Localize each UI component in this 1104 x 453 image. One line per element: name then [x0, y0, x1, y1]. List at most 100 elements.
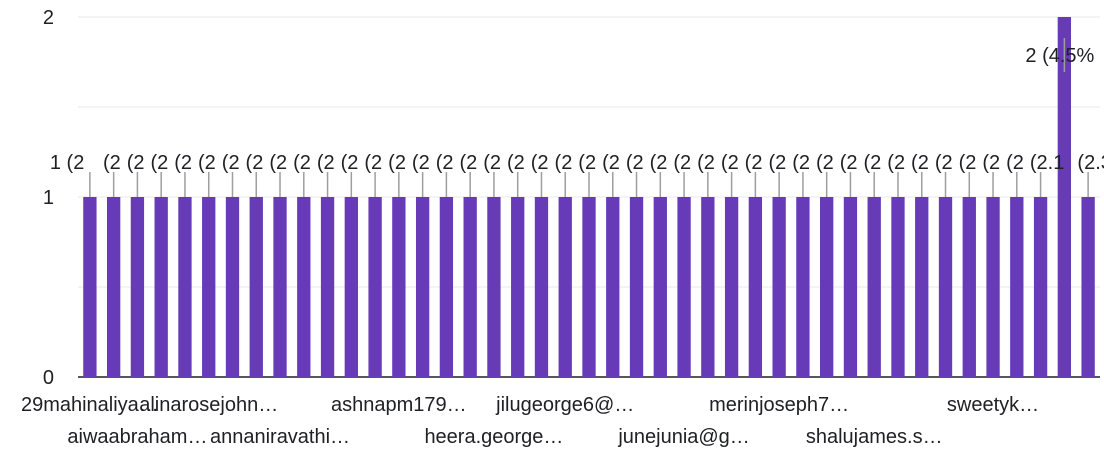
- data-label: (2: [578, 152, 596, 174]
- data-label: (2: [127, 152, 145, 174]
- data-label: (2: [864, 152, 882, 174]
- data-label: (2: [531, 152, 549, 174]
- bar: [653, 197, 667, 377]
- data-label: (2: [602, 152, 620, 174]
- x-tick-label: merinjoseph7…: [709, 394, 849, 416]
- bar: [273, 197, 287, 377]
- bar: [772, 197, 786, 377]
- bar: [938, 197, 953, 377]
- data-label: 2 (4.5%: [1025, 45, 1094, 67]
- data-label: (2: [412, 152, 430, 174]
- bar: [986, 197, 1000, 377]
- data-label: (2.1: [1030, 152, 1064, 174]
- bar: [297, 197, 311, 377]
- data-label: (2: [555, 152, 573, 174]
- bar: [106, 197, 121, 377]
- y-axis: 0 1 2: [43, 7, 54, 389]
- x-tick-label: shalujames.s…: [806, 426, 943, 448]
- bar: [724, 197, 739, 377]
- bar: [368, 197, 382, 377]
- bar: [915, 197, 929, 377]
- data-label: (2: [103, 152, 121, 174]
- y-tick-label: 0: [43, 367, 54, 389]
- x-tick-label: alinarosejohn…: [139, 394, 278, 416]
- data-label: (2: [626, 152, 644, 174]
- bars: [83, 17, 1095, 377]
- bar: [1033, 197, 1048, 377]
- data-label: (2: [388, 152, 406, 174]
- bar: [748, 197, 763, 377]
- bar: [439, 197, 454, 377]
- bar: [701, 197, 715, 377]
- bar: [1081, 197, 1095, 377]
- data-label: (2: [341, 152, 359, 174]
- data-label: (2: [697, 152, 715, 174]
- data-labels: 1 (2 (2 (2 (2 (2 (2 (2 (2 (2 (2 (2 (2 (2 (2 (2 (2 (2 (2 (2…: [50, 38, 1104, 197]
- bar: [154, 197, 168, 377]
- data-label: (2.3: [1077, 152, 1104, 174]
- bar: [582, 197, 596, 377]
- data-label: (2: [673, 152, 691, 174]
- bar: [558, 197, 572, 377]
- data-label: (2: [222, 152, 240, 174]
- data-label: (2: [1006, 152, 1024, 174]
- bar: [867, 197, 881, 377]
- y-tick-label: 1: [43, 187, 54, 209]
- bar: [677, 197, 691, 377]
- data-label: (2: [792, 152, 810, 174]
- bar: [511, 197, 525, 377]
- data-label: (2: [269, 152, 287, 174]
- data-label: (2: [483, 152, 501, 174]
- bar: [202, 197, 216, 377]
- y-tick-label: 2: [43, 7, 54, 29]
- bar: [606, 197, 620, 377]
- data-label: (2: [768, 152, 786, 174]
- data-label: (2: [150, 152, 168, 174]
- data-label: (2: [959, 152, 977, 174]
- x-tick-label: junejunia@g…: [617, 426, 750, 448]
- bar: [962, 197, 976, 377]
- data-label: (2: [459, 152, 477, 174]
- bar: [891, 197, 905, 377]
- data-label: (2: [745, 152, 763, 174]
- data-label: (2: [293, 152, 311, 174]
- bar: [463, 197, 477, 377]
- data-label: (2: [887, 152, 905, 174]
- x-axis: 29mahinaliya… aiwaabraham… alinarosejohn… a…: [21, 394, 1039, 448]
- bar: [796, 197, 810, 377]
- data-label: (2: [198, 152, 216, 174]
- bar: [320, 197, 335, 377]
- bar: [534, 197, 549, 377]
- bar: [629, 197, 644, 377]
- bar: [130, 197, 145, 377]
- bar: [344, 197, 358, 377]
- data-label: (2: [174, 152, 192, 174]
- data-label: (2: [650, 152, 668, 174]
- data-label: (2: [507, 152, 525, 174]
- x-tick-label: ashnapm179…: [331, 394, 467, 416]
- x-tick-label: 29mahinaliya…: [21, 394, 159, 416]
- x-tick-label: heera.george…: [424, 426, 563, 448]
- data-label: (2: [935, 152, 953, 174]
- data-label: (2: [911, 152, 929, 174]
- data-label: 1 (2: [50, 152, 84, 174]
- bar: [225, 197, 240, 377]
- x-tick-label: sweetyk…: [947, 394, 1039, 416]
- data-label: (2: [436, 152, 454, 174]
- bar: [178, 197, 192, 377]
- data-label: (2: [317, 152, 335, 174]
- x-tick-label: jilugeorge6@…: [495, 394, 634, 416]
- x-tick-label: aiwaabraham…: [67, 426, 207, 448]
- bar: [820, 197, 834, 377]
- data-label: (2: [364, 152, 382, 174]
- data-label: (2: [246, 152, 264, 174]
- bar: [1057, 17, 1072, 377]
- data-label: (2: [816, 152, 834, 174]
- x-tick-label: annaniravathi…: [210, 426, 350, 448]
- bar: [249, 197, 263, 377]
- bar: [392, 197, 406, 377]
- bar: [1010, 197, 1024, 377]
- bar: [487, 197, 501, 377]
- bar: [415, 197, 430, 377]
